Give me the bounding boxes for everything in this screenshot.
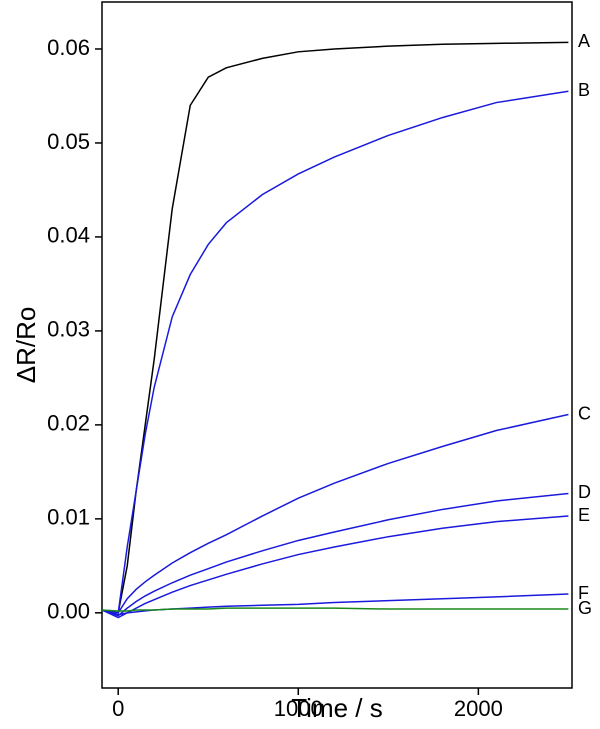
y-tick-label: 0.04: [47, 223, 90, 248]
y-tick-label: 0.06: [47, 35, 90, 60]
plot-frame: [101, 1, 573, 689]
series-line: [101, 492, 569, 617]
series-label: B: [578, 80, 590, 100]
series-label: G: [578, 598, 592, 618]
series-line: [101, 413, 569, 614]
series-label: E: [578, 505, 590, 525]
series-label: A: [578, 31, 590, 51]
series-label: F: [578, 583, 589, 603]
x-tick-label: 1000: [274, 696, 323, 721]
y-tick-label: 0.03: [47, 317, 90, 342]
series-line: [101, 607, 569, 612]
series-line: [101, 41, 569, 614]
y-tick-label: 0.02: [47, 411, 90, 436]
y-tick-label: 0.05: [47, 129, 90, 154]
y-axis-label: ΔR/Ro: [11, 307, 41, 384]
x-tick-label: 0: [112, 696, 124, 721]
y-tick-label: 0.01: [47, 505, 90, 530]
series-label: D: [578, 482, 591, 502]
series-label: C: [578, 403, 591, 423]
series-line: [101, 593, 569, 616]
x-axis-label: Time / s: [291, 693, 382, 723]
x-tick-label: 2000: [454, 696, 503, 721]
y-tick-label: 0.00: [47, 599, 90, 624]
series-line: [101, 90, 569, 614]
